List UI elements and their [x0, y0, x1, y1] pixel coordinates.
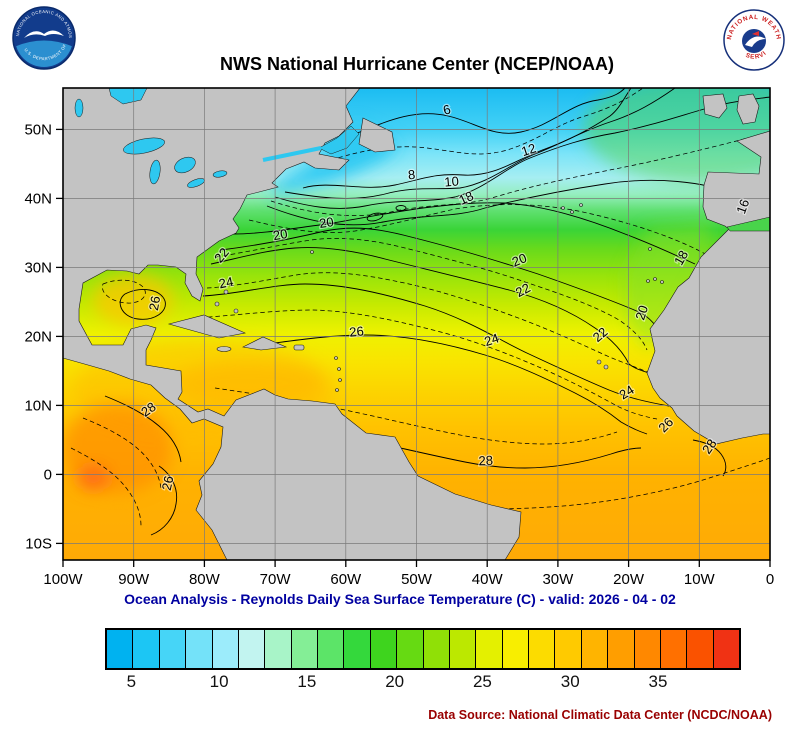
- colorbar-cell: [265, 630, 292, 668]
- axis-ticks: [56, 128, 771, 567]
- lake-michigan: [149, 159, 161, 185]
- lat-tick-label: 10N: [24, 397, 52, 414]
- contour-label: 26: [349, 323, 365, 339]
- lon-tick-label: 50W: [401, 571, 433, 588]
- colorbar-cell: [581, 630, 609, 668]
- contour-label: 20: [510, 250, 529, 269]
- contour-label: 24: [482, 330, 500, 349]
- landmass-europe-africa: [561, 93, 770, 445]
- sst-map: 68 10121618182020202022222224242426262626…: [24, 87, 774, 588]
- contour-label: 28: [478, 453, 493, 469]
- mediterranean-sea: [726, 216, 770, 232]
- island-britain: [736, 93, 760, 125]
- noaa-logo-sea: [15, 40, 73, 67]
- contour-label: 10: [444, 173, 460, 189]
- lon-tick-label: 30W: [542, 571, 574, 588]
- colorbar-cell: [238, 630, 266, 668]
- nws-flag-icon: [752, 31, 759, 36]
- lat-tick-label: 20N: [24, 328, 52, 345]
- lake-ontario: [212, 170, 228, 178]
- contour-label: 24: [217, 274, 234, 292]
- colorbar-cell: [713, 630, 739, 668]
- contour-label: 20: [632, 303, 651, 321]
- colorbar-cell: [687, 630, 714, 668]
- temperature-colorbar: [105, 628, 741, 670]
- colorbar-cell: [529, 630, 556, 668]
- lake-winnipeg: [74, 98, 84, 118]
- lon-tick-label: 20W: [613, 571, 645, 588]
- contour-label: 12: [519, 140, 537, 159]
- colorbar-cell: [107, 630, 134, 668]
- island-cuba: [167, 314, 247, 339]
- contour-label: 20: [318, 214, 334, 231]
- nws-logo: NATIONAL WEATHER SERVICE: [722, 8, 785, 71]
- lake-huron: [174, 156, 196, 174]
- contour-label: 8: [407, 167, 416, 183]
- island-madeira: [648, 247, 652, 251]
- island-ireland: [702, 93, 728, 119]
- colorbar-cell: [476, 630, 503, 668]
- colorbar-cell: [370, 630, 398, 668]
- data-source-note: Data Source: National Climatic Data Cent…: [428, 708, 772, 722]
- hudson-bay: [108, 88, 148, 105]
- lon-tick-label: 0: [766, 571, 774, 588]
- lat-tick-label: 30N: [24, 259, 52, 276]
- nws-swoosh-icon: [745, 36, 766, 47]
- colorbar-cell: [555, 630, 582, 668]
- colorbar-cell: [318, 630, 345, 668]
- contour-label: 16: [733, 197, 752, 216]
- contour-label: 20: [272, 226, 289, 243]
- colorbar-tick-label: 10: [209, 672, 229, 691]
- lon-tick-label: 70W: [260, 571, 292, 588]
- lat-tick-label: 40N: [24, 190, 52, 207]
- colorbar-cell: [397, 630, 424, 668]
- island-bermuda: [310, 250, 314, 254]
- sst-contours-dashed: [70, 88, 770, 527]
- colorbar-cell: [159, 630, 187, 668]
- colorbar-tick-label: 35: [648, 672, 668, 691]
- lon-tick-label: 90W: [118, 571, 150, 588]
- lat-tick-label: 10S: [25, 535, 52, 552]
- lon-tick-label: 60W: [330, 571, 362, 588]
- colorbar-cell: [291, 630, 318, 668]
- colorbar-tick-label: 5: [126, 672, 137, 691]
- colorbar-tick-label: 30: [560, 672, 580, 691]
- lon-tick-label: 80W: [189, 571, 221, 588]
- colorbar-cell: [634, 630, 661, 668]
- colorbar-tick-label: 20: [385, 672, 405, 691]
- island-puerto-rico: [293, 344, 305, 351]
- grid-lines: [63, 88, 770, 560]
- page-title: NWS National Hurricane Center (NCEP/NOAA…: [219, 54, 615, 74]
- colorbar-tick-label: 25: [472, 672, 492, 691]
- map-caption: Ocean Analysis - Reynolds Daily Sea Surf…: [124, 591, 676, 607]
- lon-tick-label: 100W: [43, 571, 83, 588]
- colorbar-cell: [212, 630, 239, 668]
- contour-label: 26: [146, 295, 163, 312]
- colorbar-cell: [344, 630, 371, 668]
- st-lawrence-river: [262, 146, 322, 162]
- colorbar-cell: [449, 630, 477, 668]
- colorbar-cell: [133, 630, 160, 668]
- colorbar-cell: [608, 630, 635, 668]
- noaa-logo: NATIONAL OCEANIC AND ATMOSPHERIC ADMINIS…: [12, 6, 76, 70]
- colorbar-tick-labels: 5 10 15 20 25 30 35: [105, 672, 737, 696]
- colorbar-cell: [660, 630, 688, 668]
- colorbar-tick-label: 15: [297, 672, 317, 691]
- contour-label: 26: [159, 474, 177, 491]
- noaa-gull-icon: [24, 30, 64, 38]
- axis-labels: 100W 90W 80W 70W 60W 50W 40W 30W 20W 10W 0 50N 40N 30…: [24, 121, 774, 588]
- lon-tick-label: 10W: [684, 571, 716, 588]
- gulf-of-st-lawrence: [318, 125, 360, 155]
- colorbar-cell: [502, 630, 529, 668]
- colorbar-cell: [423, 630, 450, 668]
- colorbar-cell: [186, 630, 213, 668]
- island-jamaica: [216, 346, 232, 352]
- lat-tick-label: 0: [44, 466, 52, 483]
- lon-tick-label: 40W: [472, 571, 504, 588]
- lat-tick-label: 50N: [24, 121, 52, 138]
